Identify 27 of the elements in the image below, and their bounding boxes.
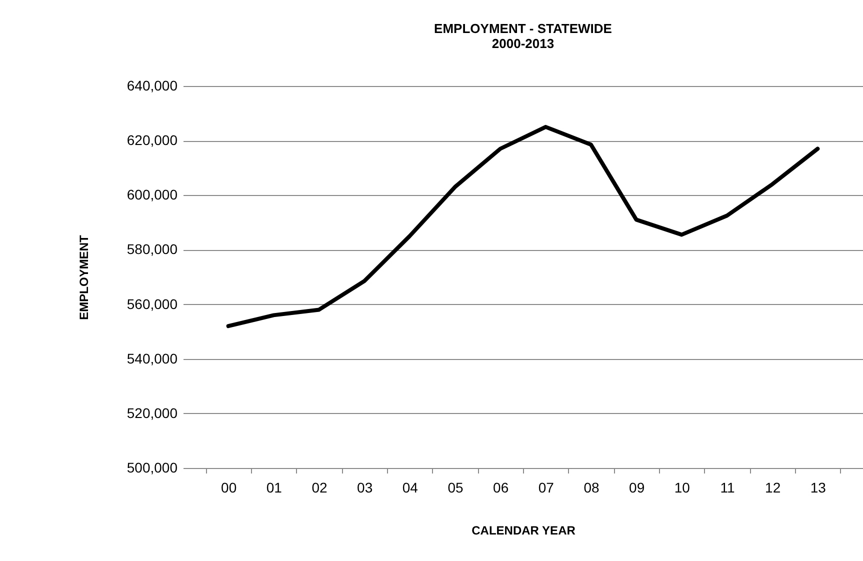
y-tick-label: 500,000 [126,460,178,476]
x-tick-label: 10 [674,480,690,496]
x-tick-label: 04 [402,480,418,496]
y-tick-label: 560,000 [126,296,178,312]
x-tick-label: 01 [266,480,282,496]
y-axis-title: EMPLOYMENT [76,234,91,320]
x-tick-label: 09 [629,480,645,496]
y-tick-label: 580,000 [126,241,178,258]
y-tick-label: 640,000 [126,78,178,94]
y-tick-label: 620,000 [126,132,178,148]
x-tick-label: 08 [584,480,600,496]
x-tick-label: 11 [720,480,735,496]
x-tick-label: 02 [312,480,328,496]
x-tick-label: 05 [448,480,464,496]
y-tick-label: 600,000 [126,186,178,203]
chart-subtitle: 2000-2013 [492,36,554,51]
x-tick-label: 07 [538,480,554,496]
x-tick-label: 13 [810,480,826,496]
y-tick-label: 540,000 [126,350,178,366]
x-axis-title: CALENDAR YEAR [472,524,576,538]
x-tick-label: 00 [221,480,237,496]
x-tick-label: 03 [357,480,373,496]
chart-title: EMPLOYMENT - STATEWIDE [434,21,612,36]
y-tick-label: 520,000 [126,404,178,421]
x-tick-label: 06 [493,480,509,496]
line-series [226,124,820,328]
x-tick-label: 12 [765,480,781,496]
